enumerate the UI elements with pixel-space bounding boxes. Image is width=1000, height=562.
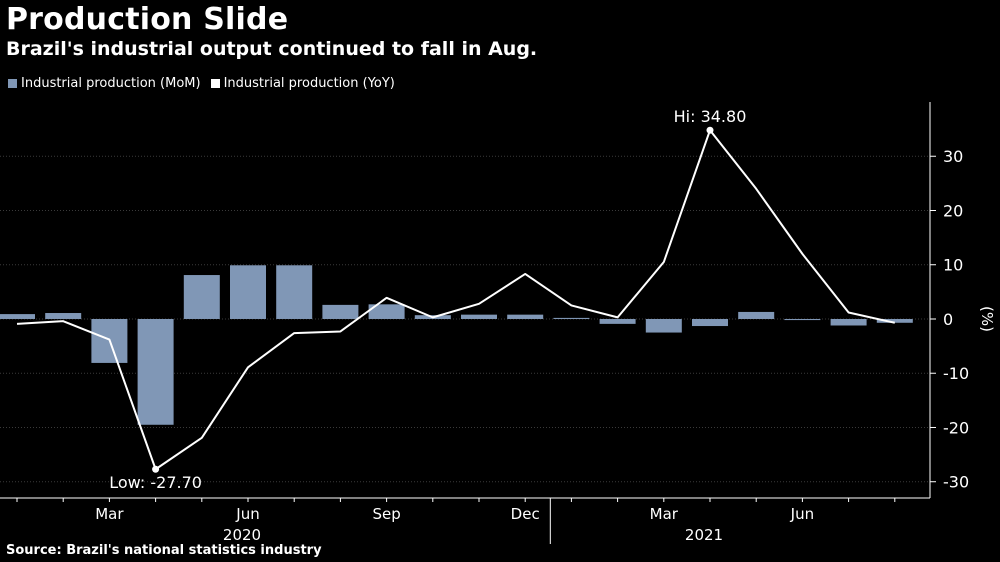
bar-mom	[784, 318, 821, 321]
annotation-low: Low: -27.70	[109, 473, 202, 492]
legend-item-mom: Industrial production (MoM)	[8, 76, 201, 91]
bar-mom	[461, 314, 497, 319]
line-yoy	[16, 129, 896, 471]
bar-mom	[0, 314, 35, 319]
y-tick-label: 20	[943, 201, 963, 220]
bar-mom	[368, 304, 405, 319]
source-note: Source: Brazil's national statistics ind…	[6, 543, 322, 558]
bar-mom	[553, 317, 590, 319]
y-axis-label: (%)	[978, 306, 996, 332]
legend-swatch-mom	[8, 79, 17, 88]
annotation-dot	[152, 465, 160, 473]
annotation-dot	[706, 126, 714, 134]
bar-mom	[230, 265, 266, 319]
legend-label-yoy: Industrial production (YoY)	[223, 76, 395, 91]
x-tick-label: Mar	[95, 505, 124, 523]
bar-mom	[830, 318, 867, 326]
legend-item-yoy: Industrial production (YoY)	[210, 76, 395, 91]
bar-mom	[507, 314, 544, 319]
legend-label-mom: Industrial production (MoM)	[21, 76, 201, 91]
y-tick-label: -10	[943, 364, 969, 383]
legend-swatch-yoy	[210, 79, 220, 88]
x-tick-label: Jun	[235, 505, 259, 523]
x-tick-label: Sep	[372, 505, 400, 523]
y-tick-label: -20	[943, 418, 969, 437]
bar-mom	[876, 318, 913, 323]
x-year-label: 2020	[223, 526, 261, 544]
bar-mom	[276, 265, 313, 319]
bar-mom	[183, 275, 220, 319]
bar-mom	[137, 318, 174, 425]
y-tick-label: 10	[943, 256, 963, 275]
bar-mom	[599, 318, 636, 324]
x-year-label: 2021	[685, 526, 723, 544]
bar-mom	[322, 304, 359, 319]
annotation-high: Hi: 34.80	[674, 107, 747, 126]
bar-mom	[45, 313, 82, 319]
x-tick-label: Jun	[790, 505, 814, 523]
y-tick-label: 0	[943, 310, 953, 329]
y-tick-label: 30	[943, 147, 963, 166]
chart-subtitle: Brazil's industrial output continued to …	[6, 38, 538, 60]
legend: Industrial production (MoM) Industrial p…	[8, 76, 405, 91]
x-tick-label: Dec	[511, 505, 540, 523]
chart-title: Production Slide	[6, 2, 289, 37]
bar-mom	[692, 318, 728, 327]
x-tick-label: Mar	[650, 505, 679, 523]
bar-mom	[645, 318, 682, 333]
y-tick-label: -30	[943, 473, 969, 492]
bar-mom	[738, 311, 775, 319]
